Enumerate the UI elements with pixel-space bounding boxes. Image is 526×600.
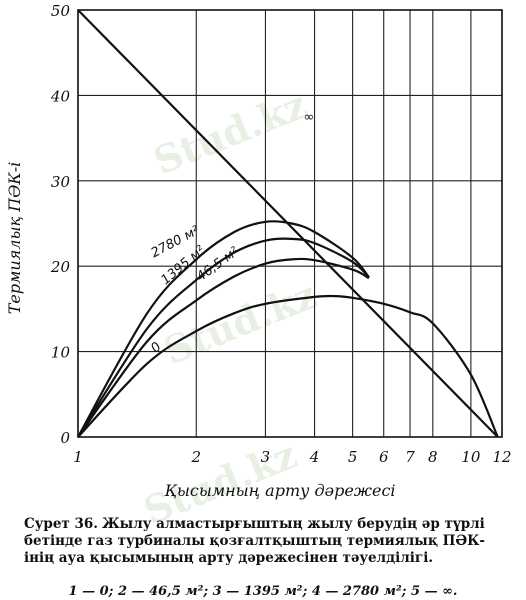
curve-label: ∞ xyxy=(304,110,315,125)
x-tick-label: 2 xyxy=(190,448,201,466)
x-tick-label: 3 xyxy=(261,448,271,466)
y-tick-label: 10 xyxy=(51,344,71,362)
x-tick-label: 8 xyxy=(428,448,438,466)
x-axis-label: Қысымның арту дәрежесі xyxy=(163,481,395,500)
series-line-1 xyxy=(77,294,499,438)
chart-series xyxy=(77,9,499,438)
y-tick-label: 0 xyxy=(60,429,70,447)
y-tick-label: 20 xyxy=(50,258,71,276)
series-line-4 xyxy=(77,220,370,438)
x-tick-label: 10 xyxy=(461,448,481,466)
x-tick-label: 12 xyxy=(492,448,511,466)
x-tick-label: 7 xyxy=(405,448,415,466)
caption-legend: 1 — 0; 2 — 46,5 м²; 3 — 1395 м²; 4 — 278… xyxy=(68,584,458,599)
series-line-5 xyxy=(77,9,499,438)
series-line-3 xyxy=(77,237,370,438)
y-tick-label: 50 xyxy=(51,2,71,20)
y-tick-label: 40 xyxy=(50,87,71,105)
caption-prefix: Сурет 36. xyxy=(24,516,98,532)
figure-caption: Сурет 36. Жылу алмастырғыштың жылу беруді… xyxy=(24,516,514,567)
y-tick-label: 30 xyxy=(51,173,71,191)
series-line-2 xyxy=(77,257,370,438)
y-axis-label: Термиялық ПӘК-і xyxy=(5,162,24,315)
caption-text: Жылу алмастырғыштың жылу берудің әр түрл… xyxy=(24,516,485,566)
x-tick-label: 6 xyxy=(379,448,389,466)
curve-label: 0 xyxy=(148,340,164,356)
plot-frame xyxy=(77,9,503,438)
x-tick-label: 5 xyxy=(348,448,358,466)
x-tick-label: 4 xyxy=(309,448,320,466)
chart-axes xyxy=(77,9,503,438)
x-tick-label: 1 xyxy=(73,448,83,466)
